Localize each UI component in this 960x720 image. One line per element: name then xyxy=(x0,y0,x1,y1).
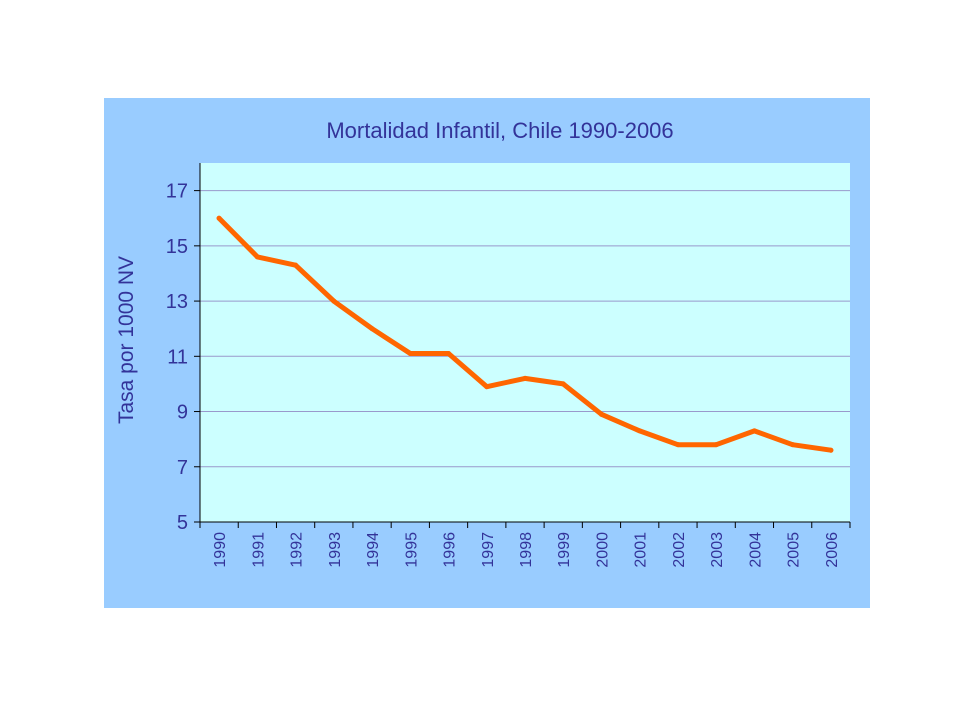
data-point xyxy=(790,442,796,448)
data-point xyxy=(675,442,681,448)
data-point xyxy=(446,351,452,357)
plot-area xyxy=(200,163,850,522)
data-point xyxy=(484,384,490,390)
x-tick-label: 1996 xyxy=(442,532,459,568)
series-layer xyxy=(216,215,834,453)
x-tick-label: 2003 xyxy=(709,532,726,568)
data-point xyxy=(522,375,528,381)
y-tick-label: 9 xyxy=(177,402,188,424)
data-point xyxy=(828,447,834,453)
x-tick-label: 2005 xyxy=(786,532,803,568)
data-point xyxy=(407,351,413,357)
data-point xyxy=(254,254,260,260)
data-point xyxy=(331,298,337,304)
y-tick-label: 17 xyxy=(166,181,188,203)
y-axis-label: Tasa por 1000 NV xyxy=(115,256,138,424)
y-axis-ticks: 5 7 9 11 13 15 17 xyxy=(166,181,200,534)
data-point xyxy=(751,428,757,434)
data-point xyxy=(598,411,604,417)
x-tick-label: 1993 xyxy=(327,532,344,568)
x-tick-label: 2001 xyxy=(633,532,650,568)
y-tick-label: 11 xyxy=(167,346,188,368)
data-point xyxy=(293,262,299,268)
x-tick-label: 2004 xyxy=(747,532,764,568)
gridlines xyxy=(200,190,850,468)
x-tick-label: 1994 xyxy=(365,532,382,568)
x-axis-ticks: 1990 1991 1992 1993 1994 1995 1996 1997 1998 1999… xyxy=(199,522,851,568)
data-point xyxy=(216,215,222,221)
x-tick-label: 1995 xyxy=(403,532,420,568)
axes xyxy=(199,163,850,523)
x-tick-label: 1992 xyxy=(289,532,306,568)
y-tick-label: 13 xyxy=(166,291,188,313)
x-tick-label: 2000 xyxy=(594,532,611,568)
y-tick-label: 5 xyxy=(177,512,188,534)
data-point xyxy=(637,428,643,434)
y-tick-label: 15 xyxy=(166,236,188,258)
x-tick-label: 1991 xyxy=(250,532,267,568)
x-tick-label: 1998 xyxy=(518,532,535,568)
data-point xyxy=(560,381,566,387)
x-tick-label: 2002 xyxy=(671,532,688,568)
x-tick-label: 2006 xyxy=(824,532,841,568)
y-tick-label: 7 xyxy=(177,457,188,479)
chart-title: Mortalidad Infantil, Chile 1990-2006 xyxy=(326,118,673,143)
data-point xyxy=(369,326,375,332)
x-tick-label: 1990 xyxy=(212,532,229,568)
x-tick-label: 1997 xyxy=(480,532,497,568)
x-tick-label: 1999 xyxy=(556,532,573,568)
data-point xyxy=(713,442,719,448)
